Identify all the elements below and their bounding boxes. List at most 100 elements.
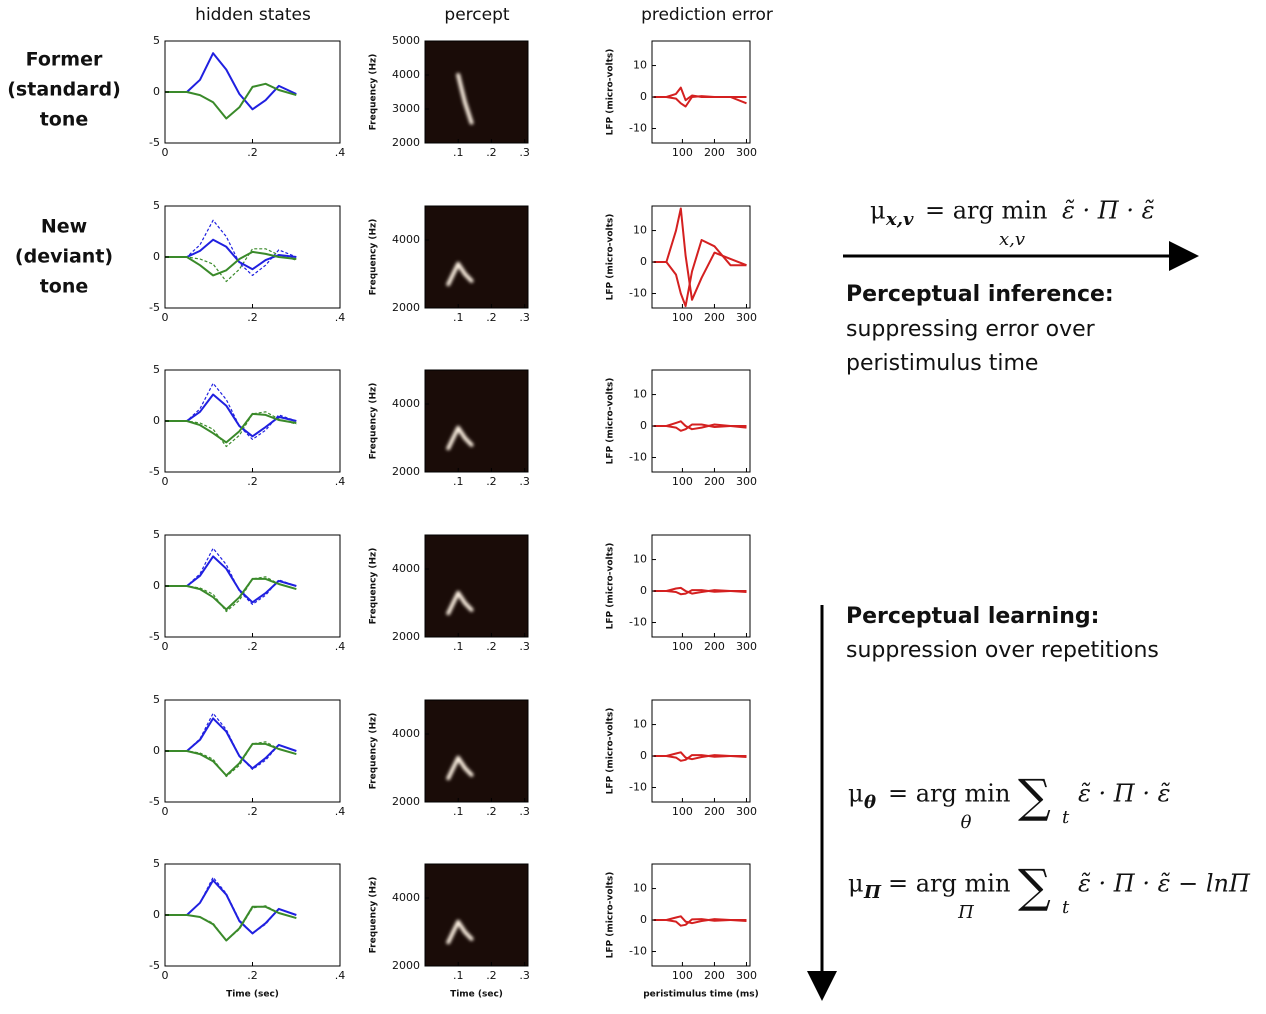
- panel: 0.2.4-505: [149, 528, 345, 653]
- data-line: [165, 412, 297, 444]
- plot-area: [446, 919, 474, 945]
- data-line: [653, 754, 747, 762]
- equation-sum: ∑: [1018, 769, 1051, 823]
- y-tick-label: 0: [640, 584, 647, 597]
- row-label: New: [41, 216, 87, 238]
- y-tick-label: -10: [629, 945, 647, 958]
- y-tick-label: 3000: [392, 102, 420, 115]
- equation-operator: = arg min: [888, 780, 1010, 808]
- data-line: [165, 411, 297, 448]
- plot-area: [653, 420, 747, 432]
- x-tick-label: 300: [736, 475, 757, 488]
- x-tick-label: .2: [247, 146, 258, 159]
- plot-area: [165, 876, 297, 942]
- plot-area: [446, 590, 474, 616]
- axes-frame: [651, 699, 751, 803]
- x-tick-label: 300: [736, 146, 757, 159]
- x-tick-label: .4: [335, 311, 346, 324]
- axes-frame: [424, 205, 529, 309]
- plot-area: [165, 382, 297, 448]
- column-title: hidden states: [195, 5, 311, 25]
- panel: .1 .2 .3 2000 4000 Frequency (Hz): [369, 369, 530, 488]
- x-tick-label: .2: [247, 969, 258, 982]
- y-tick-label: -10: [629, 616, 647, 629]
- y-tick-label: 10: [633, 718, 647, 731]
- panel: 0.2.4-505: [149, 693, 345, 818]
- y-tick-label: -5: [149, 136, 160, 149]
- axes-frame: [424, 40, 529, 144]
- axes-frame: [164, 40, 341, 144]
- axes-frame: [164, 699, 341, 803]
- x-tick-label: 300: [736, 640, 757, 653]
- y-tick-label: -10: [629, 122, 647, 135]
- x-tick-label: .2: [486, 146, 497, 159]
- y-tick-label: 2000: [392, 465, 420, 478]
- learning-annotation: Perceptual learning: suppression over re…: [807, 604, 1251, 1001]
- row-label: Former: [26, 49, 103, 71]
- x-axis-label: Time (sec): [226, 990, 279, 1000]
- x-tick-label: .3: [519, 640, 530, 653]
- x-tick-label: .4: [335, 640, 346, 653]
- axes-frame: [164, 205, 341, 309]
- y-axis-label: Frequency (Hz): [369, 713, 379, 790]
- y-axis-label: LFP (micro-volts): [606, 214, 616, 301]
- row-labels: Former (standard) tone New (deviant) ton…: [7, 49, 121, 298]
- x-tick-label: .3: [519, 475, 530, 488]
- panel: 100 200 300 -10 0 10 LFP (micro-volts): [606, 40, 757, 159]
- y-tick-label: 4000: [392, 562, 420, 575]
- x-tick-label: 0: [162, 475, 169, 488]
- x-tick-label: .1: [453, 311, 464, 324]
- plot-area: [165, 712, 297, 778]
- y-tick-label: 4000: [392, 233, 420, 246]
- y-tick-label: 2000: [392, 959, 420, 972]
- data-line: [165, 879, 297, 935]
- y-tick-label: -5: [149, 795, 160, 808]
- x-tick-label: 0: [162, 969, 169, 982]
- equation-under: Π: [957, 902, 974, 923]
- axes-frame: [424, 863, 529, 967]
- axes-frame: [424, 369, 529, 473]
- x-tick-label: .2: [486, 311, 497, 324]
- panel: .1 .2 .3 2000 4000 Frequency (Hz) Time (sec): [369, 863, 530, 1000]
- x-tick-label: 200: [704, 475, 725, 488]
- equation-under: x,v: [999, 229, 1025, 250]
- x-tick-label: 200: [704, 969, 725, 982]
- spectral-trace: [456, 73, 474, 125]
- panel: 100 200 300 -10 0 10 LFP (micro-volts): [606, 534, 757, 653]
- equation-subscript: Π: [863, 882, 882, 903]
- data-line: [653, 95, 747, 108]
- y-tick-label: 0: [640, 419, 647, 432]
- x-axis-label: Time (sec): [450, 990, 503, 1000]
- plot-area: [653, 586, 747, 596]
- y-tick-label: 10: [633, 882, 647, 895]
- y-tick-label: 2000: [392, 795, 420, 808]
- x-tick-label: 200: [704, 640, 725, 653]
- plot-background: [425, 864, 528, 966]
- plot-background: [425, 370, 528, 472]
- plot-area: [165, 52, 297, 120]
- spectral-trace: [446, 590, 474, 616]
- y-tick-label: 0: [640, 255, 647, 268]
- plot-area: [446, 261, 474, 287]
- plot-background: [425, 206, 528, 308]
- data-line: [653, 239, 747, 308]
- annotation-text: suppression over repetitions: [846, 638, 1159, 663]
- y-tick-label: 10: [633, 224, 647, 237]
- plot-background: [425, 41, 528, 143]
- equation-rhs: ε̃ · Π · ε̃ − lnΠ: [1078, 870, 1251, 898]
- y-axis-label: Frequency (Hz): [369, 877, 379, 954]
- y-tick-label: 0: [153, 744, 160, 757]
- annotation-text: peristimulus time: [846, 351, 1038, 376]
- data-line: [165, 741, 297, 778]
- y-tick-label: 4000: [392, 68, 420, 81]
- equation-rhs: ε̃ · Π · ε̃: [1062, 197, 1154, 225]
- axes-frame: [424, 699, 529, 803]
- y-axis-label: Frequency (Hz): [369, 54, 379, 131]
- data-line: [165, 382, 297, 440]
- equation-rhs: ε̃ · Π · ε̃: [1078, 780, 1170, 808]
- equation-subscript: θ: [864, 792, 876, 813]
- y-tick-label: 10: [633, 59, 647, 72]
- column-title: prediction error: [641, 5, 773, 25]
